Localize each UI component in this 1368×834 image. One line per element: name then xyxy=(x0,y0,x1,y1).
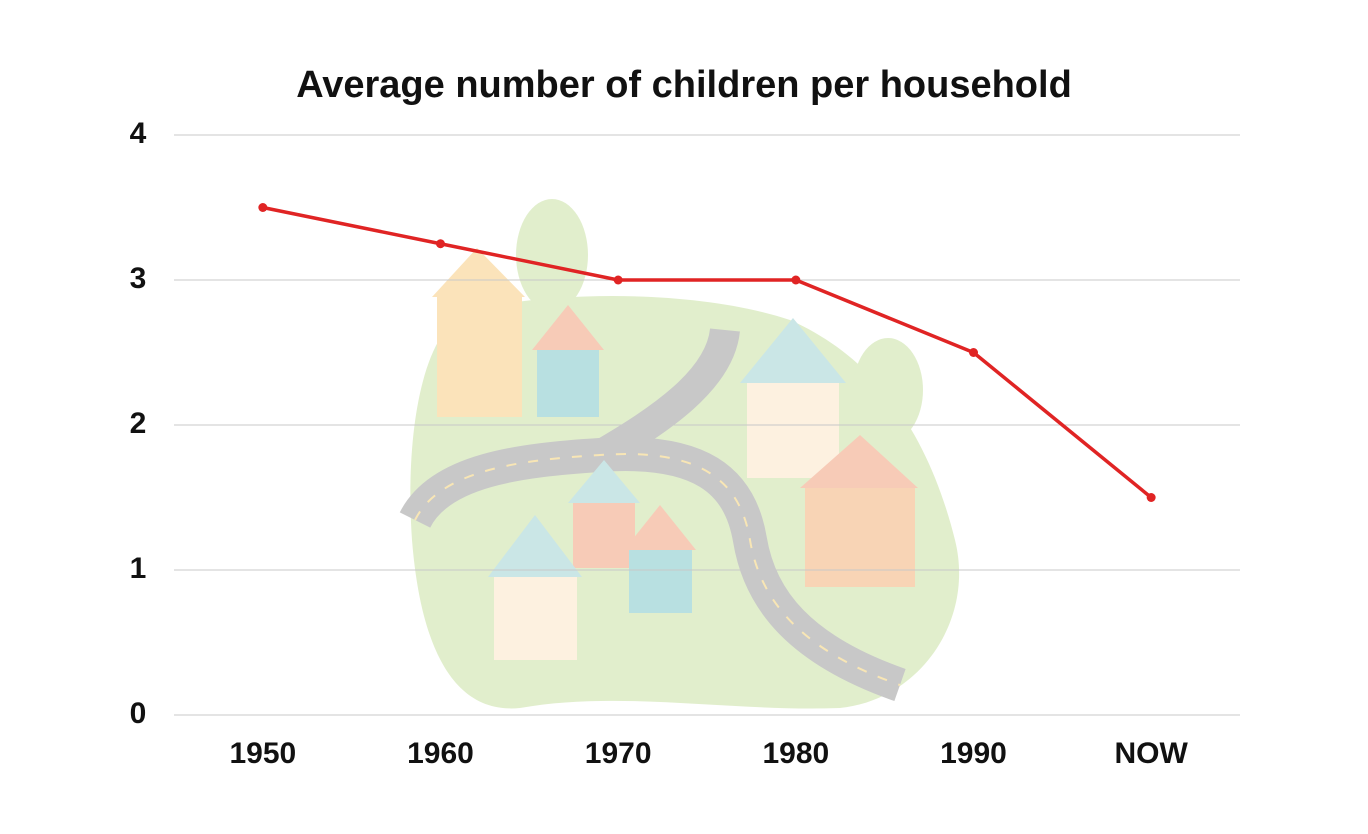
point xyxy=(436,239,445,249)
x-tick-label: NOW xyxy=(1115,737,1189,770)
chart-title: Average number of children per household xyxy=(296,64,1072,106)
point xyxy=(258,203,268,212)
point xyxy=(1146,493,1156,502)
background-illustration xyxy=(399,199,960,709)
y-tick-label: 0 xyxy=(130,697,147,730)
point xyxy=(613,275,623,285)
point xyxy=(791,275,801,285)
x-tick-label: 1960 xyxy=(407,737,474,770)
y-tick-label: 3 xyxy=(130,262,147,295)
y-tick-label: 1 xyxy=(130,552,147,585)
x-tick-label: 1970 xyxy=(585,737,652,770)
x-tick-label: 1990 xyxy=(940,737,1007,770)
x-tick-label: 1950 xyxy=(229,737,296,770)
x-tick-label: 1980 xyxy=(762,737,829,770)
point xyxy=(969,348,978,357)
line xyxy=(262,205,1153,499)
y-tick-label: 4 xyxy=(130,117,147,150)
y-tick-label: 2 xyxy=(130,407,147,440)
